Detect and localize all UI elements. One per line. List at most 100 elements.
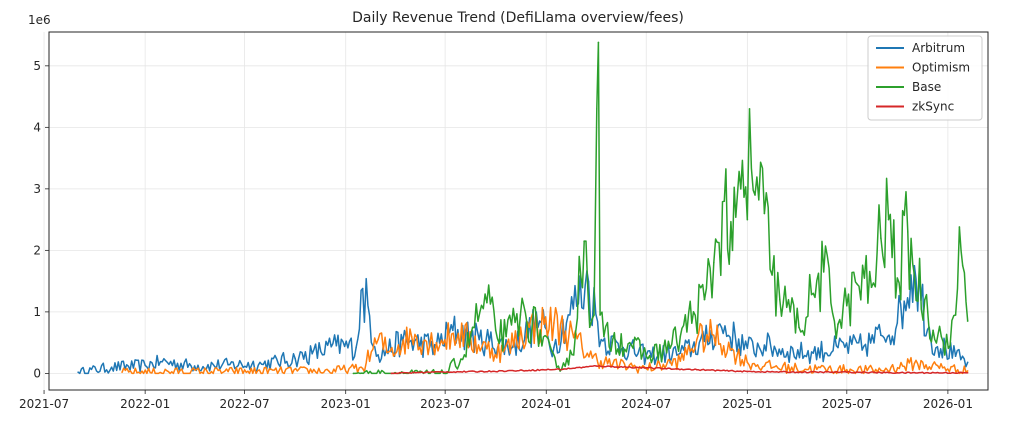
y-scale-label: 1e6 — [28, 13, 51, 27]
data-point-base — [870, 286, 873, 289]
data-point-base — [723, 200, 726, 202]
data-point-base — [352, 372, 355, 375]
data-point-arbitrum — [812, 352, 815, 354]
data-point-optimism — [528, 326, 531, 329]
y-tick-label: 2 — [33, 243, 41, 257]
data-point-arbitrum — [896, 322, 899, 324]
data-point-base — [940, 335, 943, 338]
x-tick-label: 2024-07 — [621, 397, 671, 411]
data-point-arbitrum — [311, 352, 313, 355]
data-point-optimism — [729, 349, 732, 351]
data-point-optimism — [966, 370, 969, 372]
data-point-base — [880, 237, 882, 239]
data-point-arbitrum — [553, 346, 555, 349]
data-point-base — [692, 311, 695, 313]
y-tick-label: 4 — [33, 120, 41, 134]
data-point-zksync — [595, 365, 598, 367]
data-point-arbitrum — [837, 346, 839, 349]
data-point-arbitrum — [294, 357, 296, 360]
data-point-base — [597, 41, 600, 44]
x-tick-label: 2022-01 — [120, 397, 170, 411]
data-point-base — [713, 261, 715, 264]
data-point-base — [611, 338, 614, 341]
data-point-base — [679, 335, 682, 338]
data-point-optimism — [845, 368, 848, 371]
data-point-zksync — [896, 371, 899, 374]
data-point-base — [748, 108, 751, 110]
data-point-base — [593, 314, 595, 316]
data-point-zksync — [795, 371, 798, 373]
data-point-base — [906, 231, 909, 233]
data-point-optimism — [695, 338, 698, 341]
data-point-zksync — [427, 371, 430, 373]
legend-label-arbitrum: Arbitrum — [912, 41, 965, 55]
data-point-arbitrum — [763, 344, 766, 346]
data-point-optimism — [121, 371, 123, 373]
data-point-arbitrum — [161, 360, 163, 363]
legend-label-optimism: Optimism — [912, 61, 970, 75]
series-line-base — [353, 41, 969, 375]
data-point-arbitrum — [567, 314, 570, 316]
chart-title: Daily Revenue Trend (DefiLlama overview/… — [352, 10, 684, 26]
y-tick-label: 1 — [33, 305, 41, 319]
x-tick-label: 2025-07 — [822, 397, 872, 411]
data-point-base — [578, 255, 581, 258]
data-point-base — [798, 326, 800, 329]
data-point-zksync — [746, 370, 749, 373]
legend-label-zksync: zkSync — [912, 100, 954, 114]
data-point-arbitrum — [227, 363, 229, 366]
data-point-base — [961, 264, 964, 267]
data-point-base — [628, 341, 631, 344]
data-point-base — [471, 326, 474, 329]
x-tick-label: 2022-07 — [220, 397, 270, 411]
plot-frame — [48, 31, 989, 391]
data-point-arbitrum — [335, 344, 338, 347]
data-point-base — [958, 226, 961, 228]
y-tick-label: 5 — [33, 59, 41, 73]
data-point-arbitrum — [720, 326, 723, 329]
legend: Arbitrum Optimism Base zkSync — [867, 35, 983, 121]
data-point-base — [856, 283, 859, 285]
data-point-base — [966, 320, 969, 322]
data-point-arbitrum — [746, 347, 749, 349]
data-point-optimism — [880, 369, 882, 372]
data-point-optimism — [913, 362, 916, 365]
data-point-base — [845, 304, 848, 307]
x-tick-label: 2023-01 — [321, 397, 371, 411]
data-point-base — [932, 329, 934, 332]
data-point-base — [463, 354, 466, 356]
data-point-arbitrum — [863, 345, 865, 348]
y-tick-label: 0 — [33, 366, 41, 380]
data-point-base — [887, 218, 890, 221]
data-point-optimism — [435, 341, 438, 344]
x-axis: 2021-07 2022-01 2022-07 2023-01 2023-07 2024-… — [19, 390, 973, 411]
data-point-base — [603, 335, 605, 338]
data-point-base — [599, 314, 601, 316]
data-point-arbitrum — [355, 346, 357, 349]
data-point-arbitrum — [478, 338, 481, 341]
data-point-zksync — [845, 371, 848, 373]
data-point-optimism — [746, 361, 749, 364]
legend-box — [867, 35, 983, 121]
data-point-arbitrum — [600, 338, 602, 341]
data-point-zksync — [695, 368, 698, 371]
grid — [43, 32, 988, 390]
data-point-base — [536, 326, 538, 329]
data-point-optimism — [611, 363, 614, 365]
data-point-base — [572, 354, 575, 356]
data-point-base — [789, 311, 792, 313]
series-line-zksync — [391, 364, 968, 375]
data-point-base — [949, 344, 951, 347]
data-point-arbitrum — [110, 366, 113, 369]
data-point-optimism — [486, 347, 488, 350]
data-point-base — [505, 335, 507, 338]
data-point-arbitrum — [786, 351, 789, 353]
data-point-base — [812, 292, 815, 295]
data-point-optimism — [410, 335, 413, 338]
data-point-base — [778, 298, 781, 301]
data-point-optimism — [457, 332, 460, 335]
data-point-arbitrum — [538, 320, 541, 322]
data-point-base — [954, 314, 957, 316]
data-point-base — [703, 298, 706, 301]
